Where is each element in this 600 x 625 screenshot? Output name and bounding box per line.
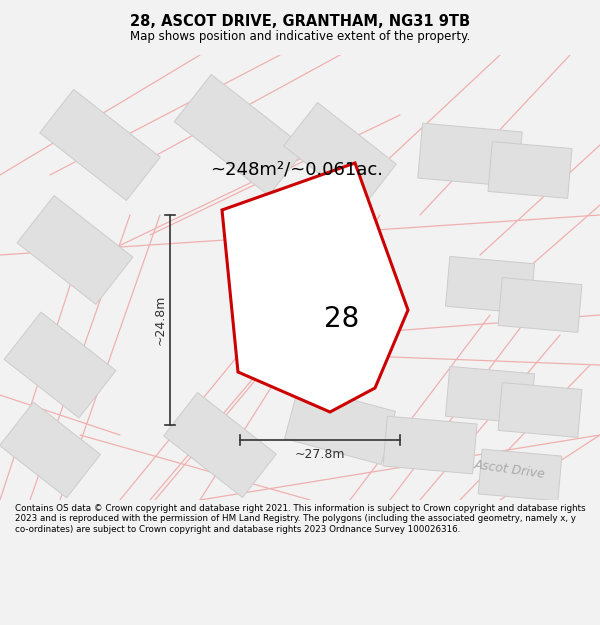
Polygon shape — [488, 142, 572, 198]
Polygon shape — [383, 416, 477, 474]
Text: Map shows position and indicative extent of the property.: Map shows position and indicative extent… — [130, 30, 470, 43]
Text: ~248m²/~0.061ac.: ~248m²/~0.061ac. — [210, 161, 383, 179]
Polygon shape — [498, 382, 582, 438]
Polygon shape — [445, 366, 535, 424]
Polygon shape — [164, 392, 277, 498]
Polygon shape — [174, 74, 306, 196]
Text: 28: 28 — [324, 305, 359, 333]
Polygon shape — [284, 386, 395, 464]
Text: 28, ASCOT DRIVE, GRANTHAM, NG31 9TB: 28, ASCOT DRIVE, GRANTHAM, NG31 9TB — [130, 14, 470, 29]
Text: ~24.8m: ~24.8m — [154, 295, 167, 345]
Polygon shape — [445, 256, 535, 314]
Polygon shape — [418, 123, 522, 187]
Polygon shape — [248, 202, 372, 318]
Polygon shape — [478, 449, 562, 501]
Polygon shape — [222, 163, 408, 412]
Text: Ascot Drive: Ascot Drive — [473, 459, 547, 481]
Polygon shape — [284, 102, 397, 208]
Polygon shape — [4, 312, 116, 418]
Text: ~27.8m: ~27.8m — [295, 448, 345, 461]
Polygon shape — [40, 89, 160, 201]
Polygon shape — [0, 402, 100, 498]
Polygon shape — [17, 196, 133, 304]
Polygon shape — [498, 278, 582, 332]
Text: Contains OS data © Crown copyright and database right 2021. This information is : Contains OS data © Crown copyright and d… — [15, 504, 586, 534]
